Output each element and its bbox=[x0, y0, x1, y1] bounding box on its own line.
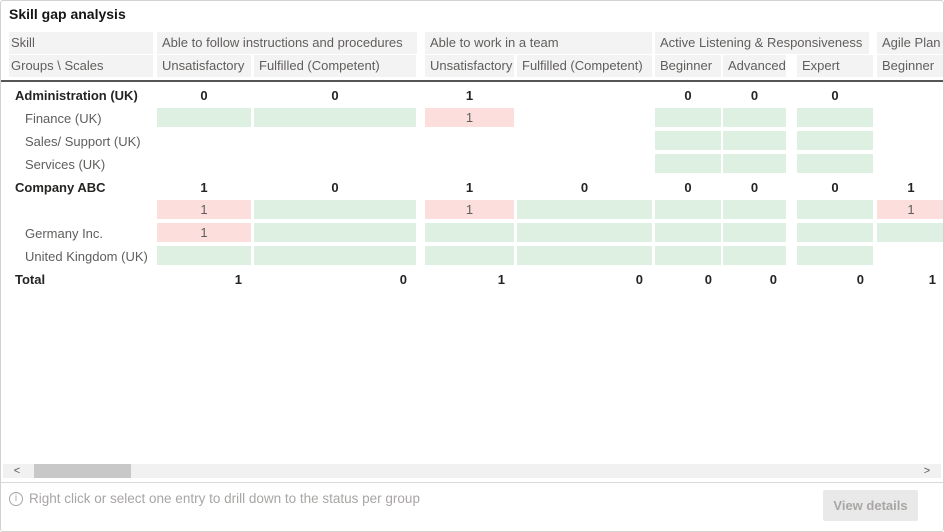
matrix-cell[interactable]: 1 bbox=[157, 200, 251, 219]
matrix-cell[interactable] bbox=[655, 200, 721, 219]
matrix-value[interactable]: 1 bbox=[497, 272, 505, 287]
scroll-left-icon[interactable]: < bbox=[13, 465, 21, 477]
matrix-value[interactable]: 0 bbox=[635, 272, 643, 287]
page-title: Skill gap analysis bbox=[9, 6, 126, 22]
scale-column-header[interactable]: Fulfilled (Competent) bbox=[517, 55, 652, 77]
matrix-value[interactable]: 0 bbox=[704, 272, 712, 287]
scale-column-header[interactable]: Unsatisfactory bbox=[157, 55, 251, 77]
matrix-cell[interactable] bbox=[723, 223, 786, 242]
matrix-cell[interactable] bbox=[425, 246, 514, 265]
matrix-value[interactable]: 0 bbox=[769, 272, 777, 287]
scale-column-header[interactable]: Expert bbox=[797, 55, 873, 77]
footer: i Right click or select one entry to dri… bbox=[1, 482, 943, 531]
matrix: Skill Able to follow instructions and pro… bbox=[1, 1, 943, 461]
matrix-cell[interactable] bbox=[797, 131, 873, 150]
horizontal-scrollbar[interactable]: < > bbox=[3, 464, 941, 478]
matrix-cell[interactable] bbox=[797, 108, 873, 127]
matrix-value[interactable]: 0 bbox=[856, 272, 864, 287]
matrix-cell[interactable] bbox=[254, 108, 416, 127]
matrix-cell[interactable] bbox=[655, 246, 721, 265]
matrix-value[interactable]: 1 bbox=[465, 88, 474, 103]
skill-group-header[interactable]: Agile Plan bbox=[877, 32, 943, 54]
scale-column-header[interactable]: Beginner bbox=[655, 55, 721, 77]
matrix-cell[interactable] bbox=[254, 223, 416, 242]
matrix-value[interactable]: 0 bbox=[331, 180, 339, 195]
matrix-cell[interactable] bbox=[425, 223, 514, 242]
matrix-value[interactable]: 1 bbox=[465, 180, 474, 195]
matrix-value[interactable]: 0 bbox=[399, 272, 407, 287]
skill-group-header[interactable]: Able to follow instructions and procedur… bbox=[157, 32, 417, 54]
skill-group-header[interactable]: Active Listening & Responsiveness bbox=[655, 32, 869, 54]
matrix-value[interactable]: 0 bbox=[331, 88, 339, 103]
matrix-value[interactable]: 1 bbox=[234, 272, 242, 287]
matrix-cell[interactable] bbox=[517, 200, 652, 219]
matrix-value[interactable]: 0 bbox=[831, 180, 839, 195]
matrix-value[interactable]: 1 bbox=[928, 272, 936, 287]
matrix-cell[interactable] bbox=[655, 131, 721, 150]
info-icon: i bbox=[9, 491, 23, 506]
matrix-cell[interactable]: 1 bbox=[425, 200, 514, 219]
header-divider bbox=[1, 80, 943, 82]
scale-column-header[interactable]: Unsatisfactory bbox=[425, 55, 514, 77]
matrix-cell[interactable] bbox=[723, 108, 786, 127]
row-label[interactable] bbox=[1, 199, 153, 222]
view-details-button[interactable]: View details bbox=[823, 490, 918, 521]
matrix-cell[interactable] bbox=[797, 246, 873, 265]
drilldown-hint: i Right click or select one entry to dri… bbox=[9, 491, 420, 506]
row-label[interactable]: United Kingdom (UK) bbox=[25, 249, 148, 264]
matrix-value[interactable]: 0 bbox=[200, 88, 208, 103]
skill-group-header[interactable]: Able to work in a team bbox=[425, 32, 652, 54]
scroll-right-icon[interactable]: > bbox=[923, 465, 931, 477]
matrix-cell[interactable] bbox=[157, 108, 251, 127]
matrix-cell[interactable] bbox=[655, 154, 721, 173]
matrix-cell[interactable] bbox=[723, 246, 786, 265]
matrix-cell[interactable]: 1 bbox=[877, 200, 943, 219]
row-label[interactable]: Services (UK) bbox=[25, 157, 106, 172]
matrix-value[interactable]: 1 bbox=[907, 180, 915, 195]
matrix-cell[interactable]: 1 bbox=[425, 108, 514, 127]
matrix-value[interactable]: 0 bbox=[684, 88, 692, 103]
row-label[interactable]: Total bbox=[15, 272, 46, 287]
matrix-value[interactable]: 0 bbox=[750, 88, 759, 103]
scale-column-header[interactable]: Advanced bbox=[723, 55, 786, 77]
matrix-cell[interactable] bbox=[723, 200, 786, 219]
scale-column-header[interactable]: Beginner bbox=[877, 55, 943, 77]
drilldown-hint-text: Right click or select one entry to drill… bbox=[29, 491, 420, 506]
column-header-groups-scales[interactable]: Groups \ Scales bbox=[9, 55, 153, 77]
matrix-cell[interactable] bbox=[877, 223, 943, 242]
matrix-cell[interactable] bbox=[517, 223, 652, 242]
scale-column-header[interactable]: Fulfilled (Competent) bbox=[254, 55, 416, 77]
matrix-cell[interactable] bbox=[157, 246, 251, 265]
matrix-cell[interactable]: 1 bbox=[157, 223, 251, 242]
row-label[interactable]: Sales/ Support (UK) bbox=[25, 134, 141, 149]
matrix-cell[interactable] bbox=[254, 246, 416, 265]
matrix-value[interactable]: 0 bbox=[750, 180, 759, 195]
matrix-cell[interactable] bbox=[797, 200, 873, 219]
matrix-cell[interactable] bbox=[723, 131, 786, 150]
matrix-cell[interactable] bbox=[655, 223, 721, 242]
matrix-value[interactable]: 0 bbox=[831, 88, 839, 103]
matrix-cell[interactable] bbox=[797, 154, 873, 173]
matrix-value[interactable]: 0 bbox=[684, 180, 692, 195]
column-header-skill[interactable]: Skill bbox=[9, 32, 153, 54]
matrix-cell[interactable] bbox=[517, 246, 652, 265]
row-label[interactable]: Germany Inc. bbox=[25, 226, 104, 241]
matrix-value[interactable]: 0 bbox=[580, 180, 589, 195]
matrix-cell[interactable] bbox=[655, 108, 721, 127]
matrix-value[interactable]: 1 bbox=[200, 180, 208, 195]
row-label[interactable]: Administration (UK) bbox=[15, 88, 138, 103]
row-label[interactable]: Company ABC bbox=[15, 180, 106, 195]
row-label[interactable]: Finance (UK) bbox=[25, 111, 102, 126]
scrollbar-thumb[interactable] bbox=[34, 464, 131, 478]
matrix-cell[interactable] bbox=[254, 200, 416, 219]
matrix-cell[interactable] bbox=[797, 223, 873, 242]
matrix-cell[interactable] bbox=[723, 154, 786, 173]
